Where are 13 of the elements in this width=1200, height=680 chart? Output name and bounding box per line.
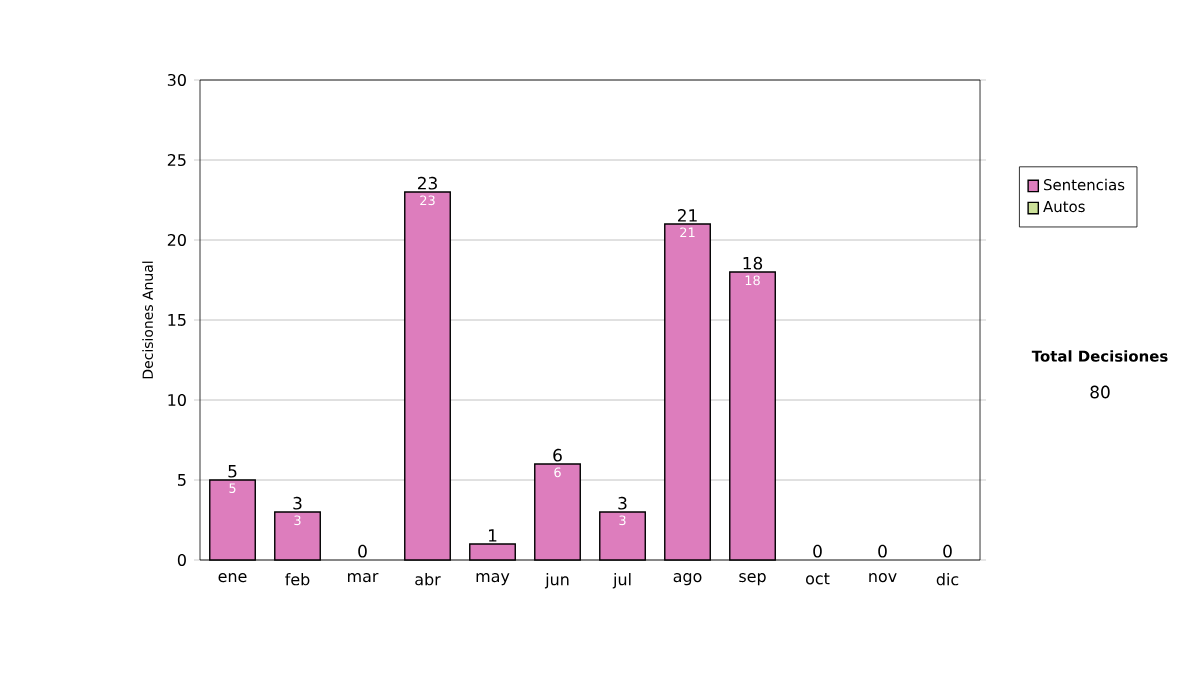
total-label: 23 xyxy=(417,176,437,190)
total-label: 0 xyxy=(813,544,822,558)
total-label: 21 xyxy=(677,209,697,222)
total-label: 6 xyxy=(553,448,562,462)
total-label: 5 xyxy=(228,465,237,478)
total-label: 1 xyxy=(489,529,497,542)
total-label: 18 xyxy=(743,256,763,270)
total-label: 0 xyxy=(358,544,367,558)
total-label: 3 xyxy=(618,496,627,510)
total-label: 0 xyxy=(943,544,952,558)
total-label: 0 xyxy=(878,544,887,558)
text: 80 xyxy=(1090,385,1110,399)
total-label: 3 xyxy=(293,496,302,510)
